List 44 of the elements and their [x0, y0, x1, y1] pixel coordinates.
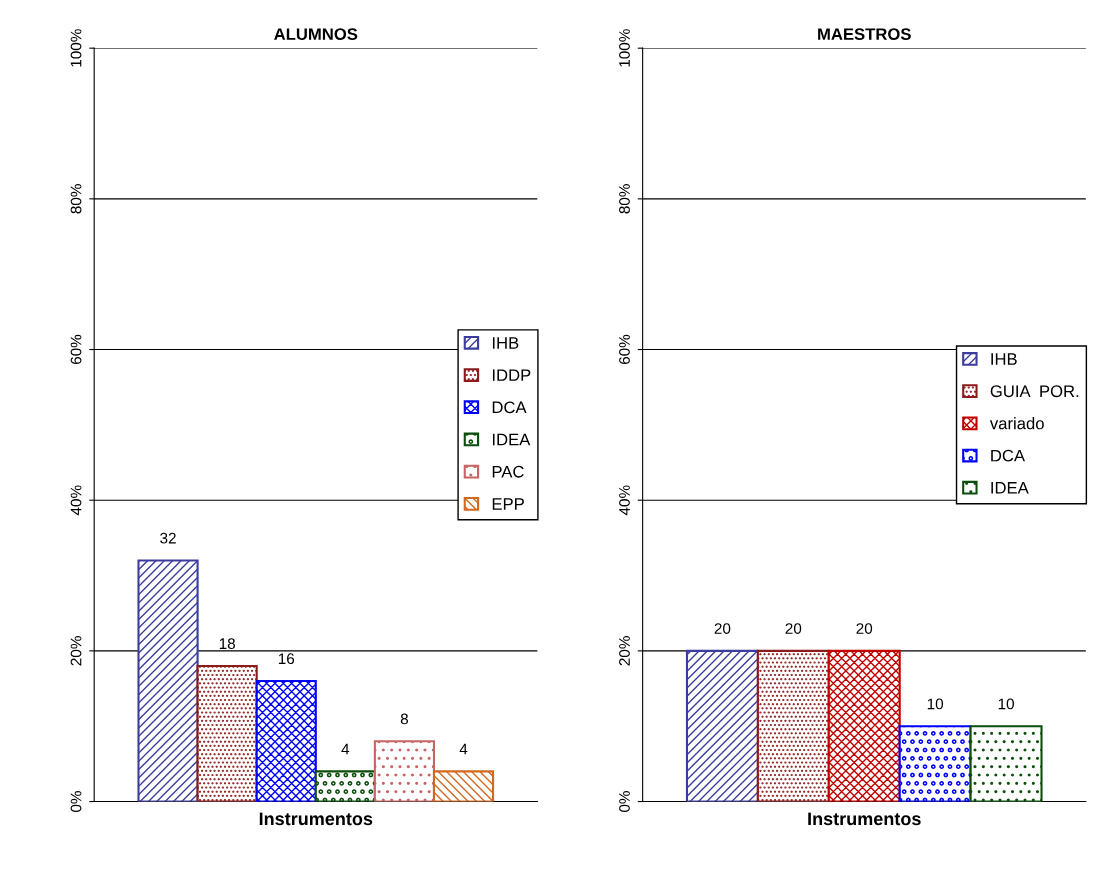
data-label: 10	[927, 698, 944, 710]
legend-label: IDEA	[492, 433, 531, 446]
legend-label: IHB	[991, 353, 1017, 365]
y-tick-label: 100%	[70, 29, 82, 67]
y-tick-label: 20%	[619, 636, 630, 666]
data-label: 16	[278, 653, 295, 665]
bar	[314, 770, 376, 802]
legend-label: variado	[989, 417, 1044, 430]
data-label: 4	[459, 743, 468, 755]
y-tick-label: 80%	[619, 184, 630, 214]
x-axis-title: Instrumentos	[808, 812, 921, 826]
bar	[255, 679, 317, 802]
data-label: 8	[400, 713, 408, 725]
y-tick-label: 80%	[70, 184, 82, 214]
y-tick-label: 0%	[619, 791, 630, 812]
legend-label: IDEA	[991, 482, 1029, 494]
y-tick-label: 100%	[619, 29, 630, 67]
data-label: 18	[219, 638, 235, 650]
bar	[196, 664, 258, 802]
bar	[373, 740, 436, 802]
data-label: 32	[160, 532, 176, 544]
y-tick-label: 20%	[70, 636, 82, 666]
bar	[432, 770, 495, 802]
data-label: 4	[341, 743, 350, 755]
legend-label: IHB	[492, 337, 519, 349]
legend-label: EPP	[492, 498, 524, 510]
data-label: 20	[856, 623, 873, 634]
legend-label: DCA	[991, 449, 1026, 462]
x-axis-title: Instrumentos	[259, 812, 373, 826]
data-label: 20	[785, 623, 802, 634]
y-tick-label: 0%	[70, 791, 82, 812]
y-tick-label: 60%	[619, 334, 630, 365]
bar	[137, 559, 199, 802]
legend-label: GUIA POR.	[990, 385, 1079, 398]
chart-title: ALUMNOS	[274, 28, 358, 41]
data-label: 20	[714, 623, 731, 634]
y-tick-label: 40%	[70, 485, 82, 516]
y-tick-label: 40%	[619, 485, 630, 516]
legend-label: IDDP	[492, 369, 531, 381]
data-label: 10	[998, 698, 1014, 710]
legend-label: PAC	[492, 465, 524, 478]
legend-label: DCA	[492, 401, 527, 414]
y-tick-label: 60%	[70, 334, 82, 365]
chart-title: MAESTROS	[818, 28, 911, 41]
